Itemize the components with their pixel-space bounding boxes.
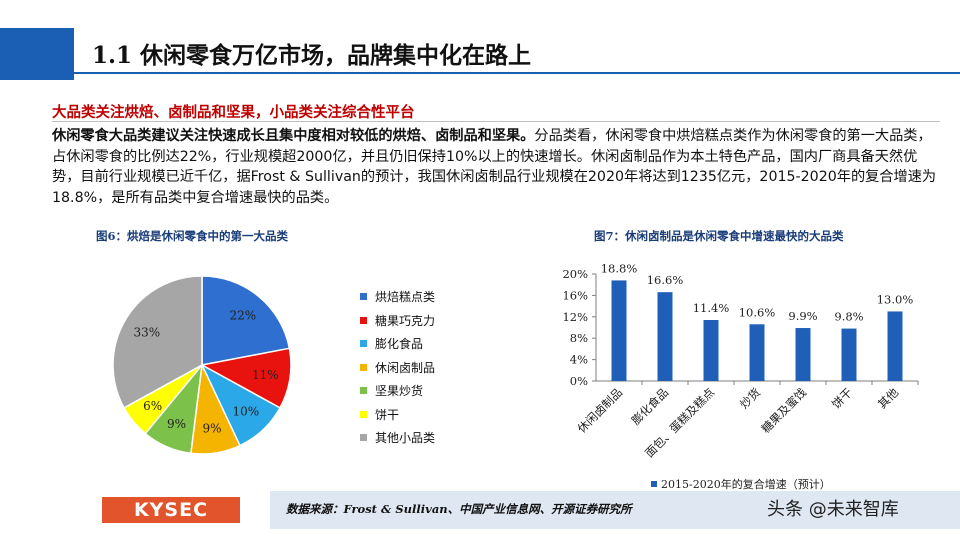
legend-item: 饼干	[360, 403, 435, 427]
pie-slice-label: 9%	[203, 421, 222, 435]
pie-slice-label: 22%	[230, 309, 257, 323]
x-tick-label: 休闲卤制品	[575, 385, 626, 436]
watermark: 头条 @未来智库	[767, 499, 899, 520]
y-tick-label: 20%	[562, 267, 588, 281]
bar-data-label: 16.6%	[647, 273, 684, 287]
figure7-title: 图7：休闲卤制品是休闲零食中增速最快的大品类	[594, 229, 844, 243]
paragraph-body: 分品类看，休闲零食中烘焙糕点类作为休闲零食的第一大品类，占休闲零食的比例达22%…	[52, 128, 937, 206]
y-tick-label: 8%	[570, 331, 588, 345]
bar	[795, 328, 811, 381]
pie-slice	[112, 275, 203, 409]
body-paragraph: 休闲零食大品类建议关注快速成长且集中度相对较低的烘焙、卤制品和坚果。分品类看，休…	[52, 126, 942, 208]
legend-label: 坚果炒货	[375, 384, 424, 399]
data-source: 数据来源：Frost & Sullivan、中国产业信息网、开源证券研究所	[286, 502, 632, 516]
legend-item: 其他小品类	[360, 426, 435, 450]
pie-slice-label: 11%	[252, 368, 279, 382]
legend-swatch	[360, 293, 367, 301]
bar-data-label: 9.8%	[834, 310, 863, 324]
subtitle-divider	[52, 121, 940, 122]
x-tick-label: 炒货	[737, 385, 763, 411]
x-tick-label: 糖果及蜜饯	[759, 385, 810, 436]
bar-data-label: 10.6%	[739, 305, 776, 319]
legend-item: 膨化食品	[360, 332, 435, 356]
pie-slice-label: 10%	[233, 405, 260, 419]
x-tick-label: 膨化食品	[629, 385, 671, 427]
pie-slice-label: 33%	[134, 325, 161, 339]
footer-logo-area: KYSEC	[0, 491, 262, 529]
section-subtitle: 大品类关注烘焙、卤制品和坚果，小品类关注综合性平台	[52, 105, 415, 121]
legend-label: 糖果巧克力	[375, 313, 436, 328]
x-tick-label: 其他	[875, 385, 902, 412]
bar-data-label: 9.9%	[788, 309, 817, 323]
page-title: 1.1 休闲零食万亿市场，品牌集中化在路上	[92, 42, 532, 69]
bar	[657, 292, 673, 381]
bar	[611, 280, 627, 381]
y-tick-label: 12%	[562, 310, 588, 324]
figure6-title: 图6：烘焙是休闲零食中的第一大品类	[96, 229, 288, 243]
legend-label: 烘焙糕点类	[375, 290, 436, 305]
bar	[887, 311, 903, 381]
legend-item: 糖果巧克力	[360, 309, 435, 333]
legend-label: 膨化食品	[375, 337, 424, 352]
kysec-logo: KYSEC	[102, 497, 240, 523]
legend-swatch	[360, 387, 367, 395]
bar-data-label: 13.0%	[877, 292, 914, 306]
title-accent-block	[0, 28, 74, 80]
legend-item: 坚果炒货	[360, 379, 435, 403]
pie-legend: 烘焙糕点类糖果巧克力膨化食品休闲卤制品坚果炒货饼干其他小品类	[360, 285, 435, 450]
bar-data-label: 11.4%	[693, 301, 730, 315]
pie-slice	[201, 275, 291, 366]
legend-label: 饼干	[375, 407, 400, 422]
x-tick-label: 饼干	[829, 385, 855, 411]
legend-swatch	[360, 340, 367, 348]
legend-swatch	[360, 410, 367, 418]
title-underline	[74, 72, 960, 74]
bar-data-label: 18.8%	[601, 261, 638, 275]
pie-slice-label: 9%	[167, 417, 186, 431]
paragraph-lead: 休闲零食大品类建议关注快速成长且集中度相对较低的烘焙、卤制品和坚果。	[52, 128, 535, 144]
title-bar: 1.1 休闲零食万亿市场，品牌集中化在路上	[0, 28, 960, 80]
legend-swatch	[360, 363, 367, 371]
pie-slice-label: 6%	[143, 399, 162, 413]
legend-swatch	[360, 434, 367, 442]
bar-legend-swatch	[651, 481, 657, 487]
bar-legend-label: 2015-2020年的复合增速（预计）	[661, 477, 831, 491]
legend-label: 休闲卤制品	[375, 360, 436, 375]
y-tick-label: 16%	[562, 288, 588, 302]
legend-swatch	[360, 316, 367, 324]
footer-band	[270, 491, 960, 529]
bar	[703, 320, 719, 381]
legend-item: 休闲卤制品	[360, 356, 435, 380]
bar	[749, 324, 765, 381]
y-tick-label: 0%	[570, 374, 588, 388]
bar	[841, 328, 857, 381]
y-tick-label: 4%	[570, 353, 588, 367]
legend-item: 烘焙糕点类	[360, 285, 435, 309]
legend-label: 其他小品类	[375, 431, 436, 446]
